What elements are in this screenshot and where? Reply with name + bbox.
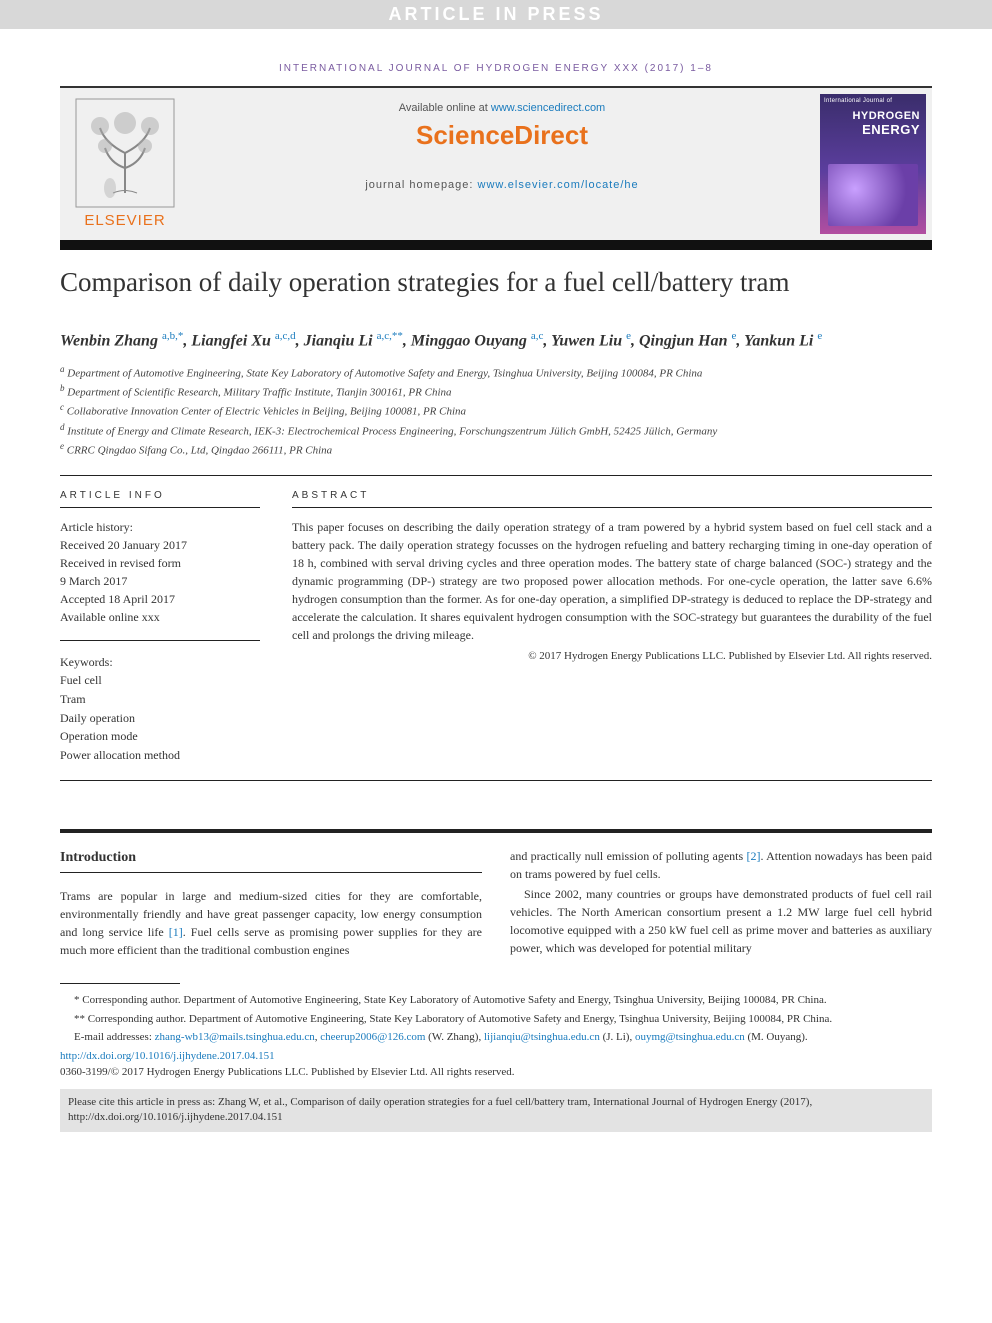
journal-header: ELSEVIER Available online at www.science… <box>60 86 932 240</box>
revised-date: Received in revised form <box>60 554 260 572</box>
author-list: Wenbin Zhang a,b,*, Liangfei Xu a,c,d, J… <box>60 328 932 353</box>
corresponding-author-2: ** Corresponding author. Department of A… <box>60 1011 932 1028</box>
email-link[interactable]: ouymg@tsinghua.edu.cn <box>635 1031 745 1043</box>
affiliation: Institute of Energy and Climate Research… <box>67 425 717 437</box>
journal-citation-line: INTERNATIONAL JOURNAL OF HYDROGEN ENERGY… <box>60 63 932 74</box>
elsevier-tree-icon <box>75 98 175 208</box>
abstract-text: This paper focuses on describing the dai… <box>292 518 932 644</box>
keywords-block: Keywords: Fuel cell Tram Daily operation… <box>60 653 260 765</box>
homepage-prefix: journal homepage: <box>365 179 477 191</box>
footer-copyright: 0360-3199/© 2017 Hydrogen Energy Publica… <box>60 1064 932 1081</box>
page-content: INTERNATIONAL JOURNAL OF HYDROGEN ENERGY… <box>0 29 992 1152</box>
affiliation: Department of Automotive Engineering, St… <box>67 368 702 380</box>
left-column: Introduction Trams are popular in large … <box>60 847 482 959</box>
affiliations: a Department of Automotive Engineering, … <box>60 363 932 459</box>
intro-paragraph: Trams are popular in large and medium-si… <box>60 887 482 959</box>
received-date: Received 20 January 2017 <box>60 536 260 554</box>
sciencedirect-logo: ScienceDirect <box>204 120 800 151</box>
footnote-rule <box>60 983 180 984</box>
citation-box: Please cite this article in press as: Zh… <box>60 1089 932 1132</box>
elsevier-wordmark: ELSEVIER <box>84 212 165 229</box>
author-affil-sup: a,b,* <box>162 330 183 342</box>
author-affil-sup: a,c,** <box>377 330 403 342</box>
footnotes: * Corresponding author. Department of Au… <box>60 992 932 1081</box>
abstract-column: ABSTRACT This paper focuses on describin… <box>292 490 932 765</box>
email-link[interactable]: zhang-wb13@mails.tsinghua.edu.cn <box>155 1031 315 1043</box>
author: Jianqiu Li <box>304 332 373 349</box>
article-title: Comparison of daily operation strategies… <box>60 266 932 300</box>
right-column: and practically null emission of polluti… <box>510 847 932 959</box>
available-online-text: Available online at www.sciencedirect.co… <box>204 102 800 114</box>
section-rule <box>60 829 932 833</box>
intro-paragraph: Since 2002, many countries or groups hav… <box>510 885 932 957</box>
cover-pretitle: International Journal of <box>820 94 926 104</box>
author-affil-sup: e <box>626 330 631 342</box>
thick-rule <box>60 240 932 250</box>
revised-date-2: 9 March 2017 <box>60 572 260 590</box>
elsevier-logo-block: ELSEVIER <box>60 88 190 240</box>
homepage-link[interactable]: www.elsevier.com/locate/he <box>478 179 639 191</box>
cover-image-placeholder <box>828 164 918 226</box>
affiliation: Department of Scientific Research, Milit… <box>67 387 451 399</box>
thin-rule <box>60 780 932 781</box>
article-info-sidebar: ARTICLE INFO Article history: Received 2… <box>60 490 260 765</box>
email-link[interactable]: lijianqiu@tsinghua.edu.cn <box>484 1031 600 1043</box>
keyword: Power allocation method <box>60 746 260 765</box>
cover-title-hydrogen: HYDROGEN <box>852 110 920 122</box>
keyword: Tram <box>60 690 260 709</box>
author: Liangfei Xu <box>191 332 271 349</box>
email-addresses: E-mail addresses: zhang-wb13@mails.tsing… <box>60 1029 932 1046</box>
email-label: E-mail addresses: <box>74 1031 155 1043</box>
abstract-label: ABSTRACT <box>292 490 932 508</box>
author-affil-sup: a,c,d <box>275 330 296 342</box>
history-label: Article history: <box>60 518 260 536</box>
introduction-heading: Introduction <box>60 847 482 873</box>
email-link[interactable]: cheerup2006@126.com <box>320 1031 425 1043</box>
keyword: Fuel cell <box>60 671 260 690</box>
journal-cover: International Journal of HYDROGEN ENERGY <box>814 88 932 240</box>
article-info-label: ARTICLE INFO <box>60 490 260 508</box>
info-abstract-row: ARTICLE INFO Article history: Received 2… <box>60 475 932 765</box>
article-history: Article history: Received 20 January 201… <box>60 518 260 641</box>
affiliation: CRRC Qingdao Sifang Co., Ltd, Qingdao 26… <box>67 444 332 456</box>
cover-title-energy: ENERGY <box>862 122 920 137</box>
affiliation: Collaborative Innovation Center of Elect… <box>67 406 466 418</box>
author: Qingjun Han <box>639 332 727 349</box>
body-columns: Introduction Trams are popular in large … <box>60 847 932 959</box>
online-date: Available online xxx <box>60 608 260 626</box>
header-center: Available online at www.sciencedirect.co… <box>204 88 800 240</box>
author: Yankun Li <box>744 332 813 349</box>
accepted-date: Accepted 18 April 2017 <box>60 590 260 608</box>
author-affil-sup: a,c <box>531 330 544 342</box>
author-affil-sup: e <box>817 330 822 342</box>
journal-homepage: journal homepage: www.elsevier.com/locat… <box>204 179 800 191</box>
doi-link[interactable]: http://dx.doi.org/10.1016/j.ijhydene.201… <box>60 1048 932 1065</box>
author: Wenbin Zhang <box>60 332 158 349</box>
keyword: Daily operation <box>60 709 260 728</box>
author: Minggao Ouyang <box>411 332 527 349</box>
article-in-press-banner: ARTICLE IN PRESS <box>0 0 992 29</box>
available-prefix: Available online at <box>399 102 491 114</box>
author: Yuwen Liu <box>551 332 622 349</box>
abstract-copyright: © 2017 Hydrogen Energy Publications LLC.… <box>292 650 932 662</box>
author-affil-sup: e <box>731 330 736 342</box>
keywords-label: Keywords: <box>60 653 260 672</box>
corresponding-author-1: * Corresponding author. Department of Au… <box>60 992 932 1009</box>
keyword: Operation mode <box>60 727 260 746</box>
citation-link[interactable]: [1] <box>169 925 183 939</box>
citation-link[interactable]: [2] <box>746 849 760 863</box>
intro-paragraph: and practically null emission of polluti… <box>510 847 932 883</box>
sciencedirect-link[interactable]: www.sciencedirect.com <box>491 102 605 114</box>
